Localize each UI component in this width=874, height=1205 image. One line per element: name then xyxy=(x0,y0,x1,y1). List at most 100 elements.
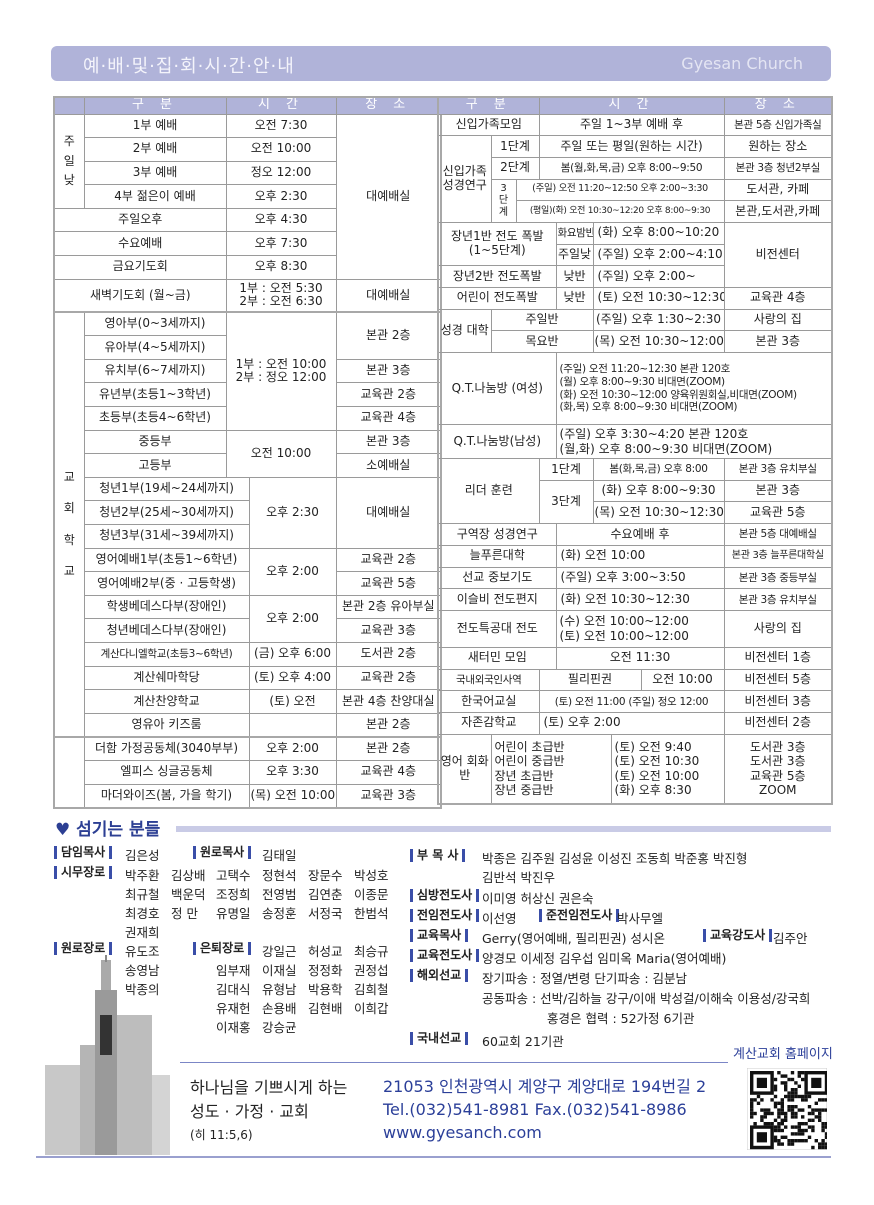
divider xyxy=(176,826,831,832)
cell: 본관 3층 유치부실 xyxy=(723,588,833,611)
cell: 오후 2:30 xyxy=(225,184,337,209)
bible-verse: (히 11:5,6) xyxy=(190,1128,253,1142)
banner-title: 예·배·및·집·회·시·간·안·내 xyxy=(83,56,295,77)
header-category: 구 분 xyxy=(437,96,540,115)
cell: Q.T.나눔방(남성) xyxy=(437,424,557,460)
table-row: 계산다니엘학교(초등3~6학년) (금) 오후 6:00 도서관 2층 xyxy=(54,641,442,667)
staff-name: 전영범 xyxy=(262,887,297,902)
cell: 리더 훈련 xyxy=(437,458,540,525)
table-row: 어린이 전도폭발 낮반 (토) 오전 10:30~12:30 교육관 4층 xyxy=(437,287,833,310)
cell: 3단계 xyxy=(490,178,517,223)
staff-name: 정 만 xyxy=(171,906,198,921)
cell: 어린이 초급반 어린이 중급반 장년 초급반 장년 중급반 xyxy=(490,733,612,805)
cell: 대예배실 xyxy=(335,113,442,280)
cell: 교육관 3층 xyxy=(335,783,442,809)
cell: 4부 젊은이 예배 xyxy=(83,184,227,209)
staff-name: 60교회 21기관 xyxy=(482,1034,564,1049)
cell: 유아부(4~5세까지) xyxy=(83,335,227,360)
cell: (주일) 오전 11:20~12:30 본관 120호 (월) 오후 8:00~9… xyxy=(555,352,833,426)
cell: 오후 4:30 xyxy=(225,207,337,233)
cell: 장년1반 전도 폭발 (1~5단계) xyxy=(437,221,557,267)
staff-role-label: 부 목 사 xyxy=(410,849,466,862)
cell: 대예배실 xyxy=(335,278,442,313)
cell: 낮반 xyxy=(555,287,594,310)
cell: 1부 : 오전 10:00 2부 : 정오 12:00 xyxy=(225,311,337,431)
table-row: 4부 젊은이 예배 오후 2:30 xyxy=(54,184,441,209)
table-row: 한국어교실 (토) 오전 11:00 (주일) 정오 12:00 비전센터 3층 xyxy=(437,690,833,713)
staff-name: 정정화 xyxy=(308,963,343,978)
table-row: 새터민 모임 오전 11:30 비전센터 1층 xyxy=(437,646,833,670)
cell: 청년1부(19세~24세까지) xyxy=(83,476,250,502)
staff-name: 유재헌 xyxy=(216,1001,251,1016)
staff-name: 송영남 xyxy=(125,963,160,978)
cell: 초등부(초등4~6학년) xyxy=(83,406,227,431)
cell: 오후 7:30 xyxy=(225,231,337,257)
table-row: Q.T.나눔방 (여성) (주일) 오전 11:20~12:30 본관 120호(… xyxy=(437,352,833,426)
cell: (주일) 오후 3:30~4:20 본관 120호 (월,화) 오후 8:00~9… xyxy=(555,424,833,460)
staff-name: 최규철 xyxy=(125,887,160,902)
cell: 성경 대학 xyxy=(437,308,492,354)
staff-name: 권재희 xyxy=(125,925,160,940)
group-label: 교회학교 xyxy=(53,311,85,738)
staff-name: Gerry(영어예배, 필리핀권) 성시온 xyxy=(482,931,666,946)
cell: 오후 2:30 xyxy=(248,476,337,549)
cell: 본관 3층 xyxy=(335,429,442,455)
cell: 교육관 2층 xyxy=(335,665,442,691)
table-row: 늘푸른대학 (화) 오전 10:00 본관 3층 늘푸른대학실 xyxy=(437,544,833,568)
cell: 중등부 xyxy=(83,429,227,455)
cell: 비전센터 2층 xyxy=(723,711,833,735)
cell: 원하는 장소 xyxy=(723,135,833,158)
cell: 본관 3층 중등부실 xyxy=(723,566,833,590)
table-row: 국내외국인사역 필리핀권 오전 10:00 비전센터 5층 xyxy=(437,668,833,692)
table-row: 구역장 성경연구 수요예배 후 본관 5층 대예배실 xyxy=(437,523,833,546)
cell: 청년베데스다부(장애인) xyxy=(83,618,250,643)
staff-name: 조정희 xyxy=(216,887,251,902)
cell: (목) 오전 10:30~12:30 xyxy=(592,501,725,525)
cell: 장년2반 전도폭발 xyxy=(437,265,557,288)
table-row: 장년1반 전도 폭발 (1~5단계) 화요밤반 (화) 오후 8:00~10:20 비… xyxy=(437,221,833,289)
table-row: 전도특공대 전도 (수) 오전 10:00~12:00 (토) 오전 10:00~1… xyxy=(437,609,833,648)
table-row: 마더와이즈(봄, 가을 학기) (목) 오전 10:00 교육관 3층 xyxy=(54,783,442,809)
website-link[interactable]: www.gyesanch.com xyxy=(383,1123,542,1142)
cell: 2부 예배 xyxy=(83,137,227,162)
cell: (주일) 오후 1:30~2:30 xyxy=(592,308,725,332)
table-row: 신입가족 성경연구 1단계 주일 또는 평일(원하는 시간) 원하는 장소 xyxy=(437,135,833,223)
church-motto: 하나님을 기쁘시게 하는 성도 · 가정 · 교회 xyxy=(190,1078,348,1121)
staff-name: 유명일 xyxy=(216,906,251,921)
cell: 교육관 3층 xyxy=(335,618,442,643)
staff-name: 김주안 xyxy=(773,931,808,946)
staff-name: 박성호 xyxy=(354,868,389,883)
cell: 본관 3층 xyxy=(723,479,833,503)
cell: 학생베데스다부(장애인) xyxy=(83,594,250,620)
table-row: 3단계 (주일) 오전 11:20~12:50 오후 2:00~3:30 도서관, … xyxy=(438,178,833,223)
table-row: 수요예배 오후 7:30 xyxy=(53,231,441,257)
table-row: 신입가족모임 주일 1~3부 예배 후 본관 5층 신입가족실 xyxy=(437,113,833,137)
homepage-link[interactable]: 계산교회 홈페이지 xyxy=(733,1047,833,1062)
cell: 교육관 4층 xyxy=(723,287,833,310)
cell: (주일) 오후 3:00~3:50 xyxy=(555,566,725,590)
table-row: 자존감학교 (토) 오후 2:00 비전센터 2층 xyxy=(437,711,833,735)
cell: (수) 오전 10:00~12:00 (토) 오전 10:00~12:00 xyxy=(555,609,725,648)
staff-role-label: 담임목사 xyxy=(54,846,113,859)
cell: 교육관 4층 xyxy=(335,406,442,431)
staff-name: 박종은 김주원 김성윤 이성진 조동희 박준홍 박진형 xyxy=(482,851,748,866)
table-row: 리더 훈련 1단계 봄(화,목,금) 오후 8:00 본관 3층 유치부실 xyxy=(437,458,833,525)
cell: 봄(월,화,목,금) 오후 8:00~9:50 xyxy=(538,156,725,180)
table-row: 금요기도회 오후 8:30 xyxy=(53,255,441,280)
cell: 전도특공대 전도 xyxy=(437,609,557,648)
cell: 도서관, 카페 xyxy=(723,178,833,202)
address: 21053 인천광역시 계양구 계양대로 194번길 2 xyxy=(383,1077,707,1096)
staff-name: 서정국 xyxy=(308,906,343,921)
qr-code[interactable] xyxy=(747,1068,827,1150)
staff-name: 김상배 xyxy=(171,868,206,883)
staff-name: 장기파송 : 정열/변령 단기파송 : 김분남 xyxy=(482,971,688,986)
cell: 정오 12:00 xyxy=(225,160,337,186)
cell: 비전센터 xyxy=(723,221,833,289)
header-category: 구 분 xyxy=(83,96,227,115)
cell: 오후 2:00 xyxy=(248,594,337,643)
cell: 비전센터 1층 xyxy=(723,646,833,670)
table-row: 교회학교 영아부(0~3세까지) 1부 : 오전 10:00 2부 : 정오 12:0… xyxy=(53,311,442,738)
cell: 주일오후 xyxy=(53,207,227,233)
staff-name: 강일근 xyxy=(262,944,297,959)
